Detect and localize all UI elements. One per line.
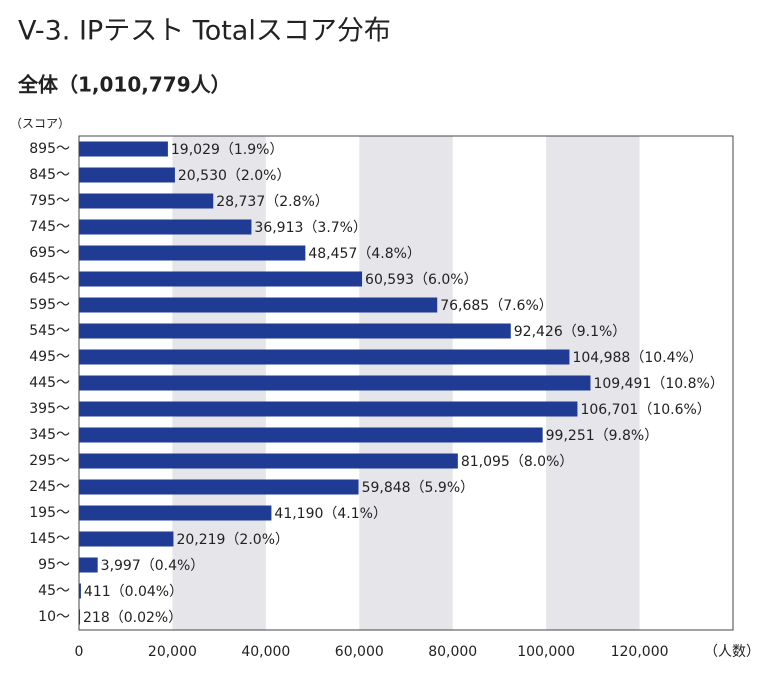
bar (79, 323, 511, 339)
y-tick-label: 445〜 (29, 375, 70, 391)
bar (79, 193, 214, 209)
bar (79, 479, 359, 495)
value-label: 99,251（9.8%） (546, 428, 659, 444)
y-tick-label: 45〜 (38, 583, 70, 599)
bar (79, 245, 306, 261)
bar (79, 609, 81, 625)
value-label: 48,457（4.8%） (308, 246, 421, 262)
y-tick-label: 295〜 (29, 453, 70, 469)
y-tick-label: 795〜 (29, 193, 70, 209)
x-tick-label: 80,000 (428, 644, 477, 660)
y-tick-label: 345〜 (29, 427, 70, 443)
value-label: 20,530（2.0%） (178, 168, 291, 184)
y-tick-label: 845〜 (29, 167, 70, 183)
bar (79, 557, 98, 573)
value-label: 36,913（3.7%） (254, 220, 367, 236)
x-tick-label: 0 (75, 644, 84, 660)
value-label: 20,219（2.0%） (176, 532, 289, 548)
bar (79, 453, 458, 469)
y-tick-label: 695〜 (29, 245, 70, 261)
value-label: 41,190（4.1%） (274, 506, 387, 522)
y-axis-label: （スコア） (10, 117, 70, 131)
y-tick-label: 895〜 (29, 141, 70, 157)
x-tick-label: 40,000 (241, 644, 290, 660)
y-tick-label: 745〜 (29, 219, 70, 235)
y-tick-label: 495〜 (29, 349, 70, 365)
bar (79, 505, 272, 521)
y-tick-label: 245〜 (29, 479, 70, 495)
x-tick-label: 20,000 (148, 644, 197, 660)
bar (79, 375, 591, 391)
chart-title: V-3. IPテスト Totalスコア分布 (18, 16, 391, 47)
y-tick-label: 595〜 (29, 297, 70, 313)
value-label: 92,426（9.1%） (514, 324, 627, 340)
value-label: 109,491（10.8%） (593, 376, 723, 392)
y-tick-label: 645〜 (29, 271, 70, 287)
value-label: 60,593（6.0%） (365, 272, 478, 288)
value-label: 104,988（10.4%） (572, 350, 702, 366)
bar (79, 401, 578, 417)
bar (79, 531, 174, 547)
y-tick-label: 145〜 (29, 531, 70, 547)
x-tick-label: 60,000 (335, 644, 384, 660)
y-tick-label: 545〜 (29, 323, 70, 339)
value-label: 106,701（10.6%） (580, 402, 710, 418)
bar (79, 427, 543, 443)
y-tick-label: 10〜 (38, 609, 70, 625)
value-label: 218（0.02%） (83, 610, 182, 626)
bar (79, 167, 175, 183)
x-axis-label: （人数） (704, 644, 760, 660)
x-tick-label: 100,000 (517, 644, 575, 660)
y-tick-label: 95〜 (38, 557, 70, 573)
value-label: 28,737（2.8%） (216, 194, 329, 210)
bar (79, 219, 252, 235)
value-label: 81,095（8.0%） (461, 454, 574, 470)
bar (79, 297, 438, 313)
y-tick-label: 195〜 (29, 505, 70, 521)
chart-subtitle: 全体（1,010,779人） (17, 73, 231, 97)
value-label: 76,685（7.6%） (440, 298, 553, 314)
value-label: 3,997（0.4%） (101, 558, 205, 574)
value-label: 19,029（1.9%） (171, 142, 284, 158)
bar (79, 271, 363, 287)
value-label: 411（0.04%） (84, 584, 183, 600)
y-tick-label: 395〜 (29, 401, 70, 417)
bar (79, 141, 168, 157)
bar (79, 349, 570, 365)
x-tick-label: 120,000 (611, 644, 669, 660)
bar (79, 583, 81, 599)
value-label: 59,848（5.9%） (362, 480, 475, 496)
